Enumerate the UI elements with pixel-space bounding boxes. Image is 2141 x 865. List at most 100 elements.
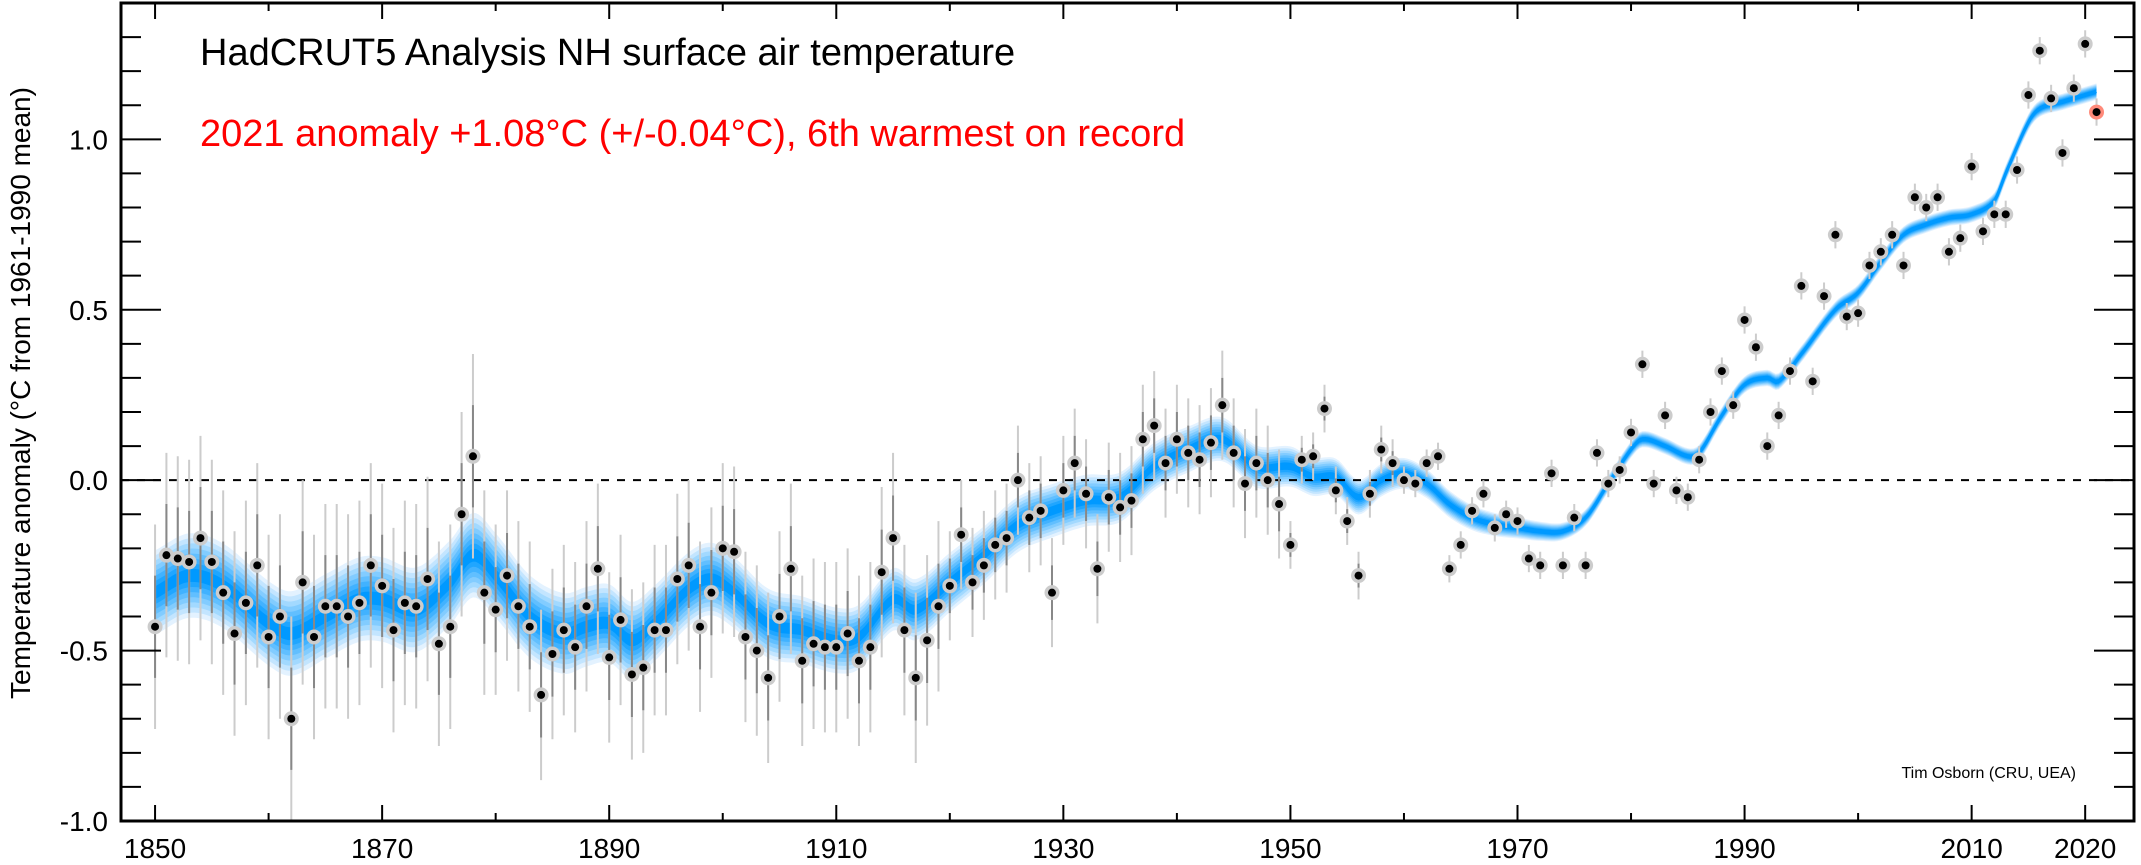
data-point [1343,517,1352,526]
data-point [1547,469,1556,478]
data-point [503,571,512,580]
data-point [173,554,182,563]
data-point [968,578,977,587]
data-point [605,653,614,662]
data-points [147,36,2105,727]
x-tick-label: 1890 [578,833,640,864]
data-point [219,588,228,597]
data-point [1990,210,1999,219]
data-point [2013,166,2022,175]
data-point [1956,234,1965,243]
data-point [1922,203,1931,212]
x-tick-label: 1950 [1259,833,1321,864]
data-point [877,568,886,577]
data-point [1842,312,1851,321]
data-point [253,561,262,570]
data-point [537,690,546,699]
data-point [1831,230,1840,239]
data-point [355,598,364,607]
data-point [1195,455,1204,464]
data-point [1320,404,1329,413]
data-point [1854,309,1863,318]
x-tick-label: 2010 [1940,833,2002,864]
data-point [866,643,875,652]
data-point [752,646,761,655]
data-point [1422,459,1431,468]
data-point [1036,506,1045,515]
data-point [809,639,818,648]
data-point [1104,493,1113,502]
chart-subtitle: 2021 anomaly +1.08°C (+/-0.04°C), 6th wa… [200,113,1185,155]
data-point [593,564,602,573]
data-point [298,578,307,587]
data-point [162,551,171,560]
data-point [480,588,489,597]
data-point [514,602,523,611]
x-tick-label: 1930 [1032,833,1094,864]
data-point [900,626,909,635]
data-point [207,557,216,566]
x-tick-label: 1910 [805,833,867,864]
data-point [1047,588,1056,597]
data-point [843,629,852,638]
data-point [1093,564,1102,573]
data-point [1468,506,1477,515]
data-point [1479,489,1488,498]
data-point [1116,503,1125,512]
data-point [1399,476,1408,485]
data-point [1218,401,1227,410]
data-point [2081,39,2090,48]
x-tick-label: 1970 [1486,833,1548,864]
axis-ticks [121,2,2134,822]
data-point [1513,517,1522,526]
data-point [1059,486,1068,495]
data-point [1229,448,1238,457]
data-point [423,575,432,584]
x-tick-label: 2020 [2054,833,2116,864]
data-point [241,598,250,607]
data-point [1456,540,1465,549]
data-point [616,615,625,624]
data-point [1025,513,1034,522]
data-point [957,530,966,539]
data-point [1638,360,1647,369]
data-point [991,540,1000,549]
data-point [1820,292,1829,301]
data-point [1184,448,1193,457]
data-point [1797,281,1806,290]
data-point [1944,247,1953,256]
data-point [832,643,841,652]
data-point [1808,377,1817,386]
data-point [741,632,750,641]
data-point [1592,448,1601,457]
data-point [1978,227,1987,236]
data-point [696,622,705,631]
y-tick-label: -0.5 [60,636,108,667]
data-point [1206,438,1215,447]
data-point [979,561,988,570]
data-point [1377,445,1386,454]
data-point [1331,486,1340,495]
data-point [400,598,409,607]
data-point [1082,489,1091,498]
data-point [1570,513,1579,522]
data-point [1581,561,1590,570]
data-point [1729,401,1738,410]
data-point [1763,442,1772,451]
data-point [1502,510,1511,519]
data-point [457,510,466,519]
data-point [1013,476,1022,485]
chart-title: HadCRUT5 Analysis NH surface air tempera… [200,32,1015,74]
data-point [945,581,954,590]
data-point [2058,148,2067,157]
data-point [718,544,727,553]
data-point [1683,493,1692,502]
data-point [1751,343,1760,352]
smoothed-band-layer [155,87,2097,656]
data-point [1627,428,1636,437]
x-tick-label: 1870 [351,833,413,864]
data-point [650,626,659,635]
data-point [2069,84,2078,93]
data-point [287,714,296,723]
